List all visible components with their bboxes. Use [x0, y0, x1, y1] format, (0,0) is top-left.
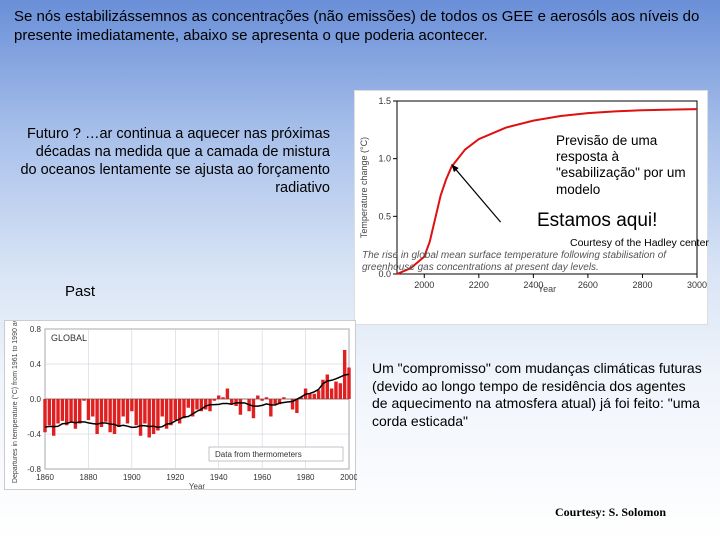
svg-text:0.5: 0.5 — [378, 211, 391, 221]
svg-text:1980: 1980 — [297, 473, 315, 482]
svg-text:1900: 1900 — [123, 473, 141, 482]
svg-text:Temperature change (°C): Temperature change (°C) — [359, 137, 369, 238]
svg-text:2000: 2000 — [414, 280, 434, 290]
svg-text:Year: Year — [189, 482, 206, 491]
svg-text:3000: 3000 — [687, 280, 707, 290]
commitment-text: Um "compromisso" com mudanças climáticas… — [372, 360, 702, 430]
svg-text:2800: 2800 — [632, 280, 652, 290]
svg-text:2000: 2000 — [340, 473, 357, 482]
svg-text:2200: 2200 — [469, 280, 489, 290]
svg-text:GLOBAL: GLOBAL — [51, 333, 87, 343]
svg-text:0.8: 0.8 — [30, 325, 42, 334]
svg-text:0.0: 0.0 — [30, 395, 42, 404]
svg-text:Departures in temperature (°C): Departures in temperature (°C) from 1961… — [11, 321, 19, 483]
svg-text:1960: 1960 — [253, 473, 271, 482]
courtesy-hadley: Courtesy of the Hadley center — [570, 237, 709, 249]
svg-text:1880: 1880 — [80, 473, 98, 482]
past-chart: -0.8-0.40.00.40.818601880190019201940196… — [4, 320, 356, 490]
intro-text: Se nós estabilizássemnos as concentraçõe… — [0, 0, 720, 46]
svg-text:1.0: 1.0 — [378, 154, 391, 164]
svg-text:1.5: 1.5 — [378, 96, 391, 106]
svg-text:Data from thermometers: Data from thermometers — [215, 450, 302, 459]
svg-text:2600: 2600 — [578, 280, 598, 290]
we-are-here-label: Estamos aqui! — [537, 210, 657, 232]
future-chart: 2000220024002600280030000.00.51.01.5Temp… — [354, 90, 708, 325]
svg-text:Year: Year — [538, 284, 556, 294]
svg-text:1860: 1860 — [36, 473, 54, 482]
svg-text:1940: 1940 — [210, 473, 228, 482]
svg-text:1920: 1920 — [166, 473, 184, 482]
future-explanation: Futuro ? …ar continua a aquecer nas próx… — [20, 125, 330, 198]
courtesy-solomon: Courtesy: S. Solomon — [555, 505, 666, 520]
svg-text:-0.4: -0.4 — [27, 430, 41, 439]
model-annotation: Previsão de uma resposta à "esabilização… — [556, 133, 706, 198]
svg-text:0.4: 0.4 — [30, 360, 42, 369]
future-chart-caption: The rise in global mean surface temperat… — [362, 250, 702, 273]
past-label: Past — [65, 283, 95, 300]
